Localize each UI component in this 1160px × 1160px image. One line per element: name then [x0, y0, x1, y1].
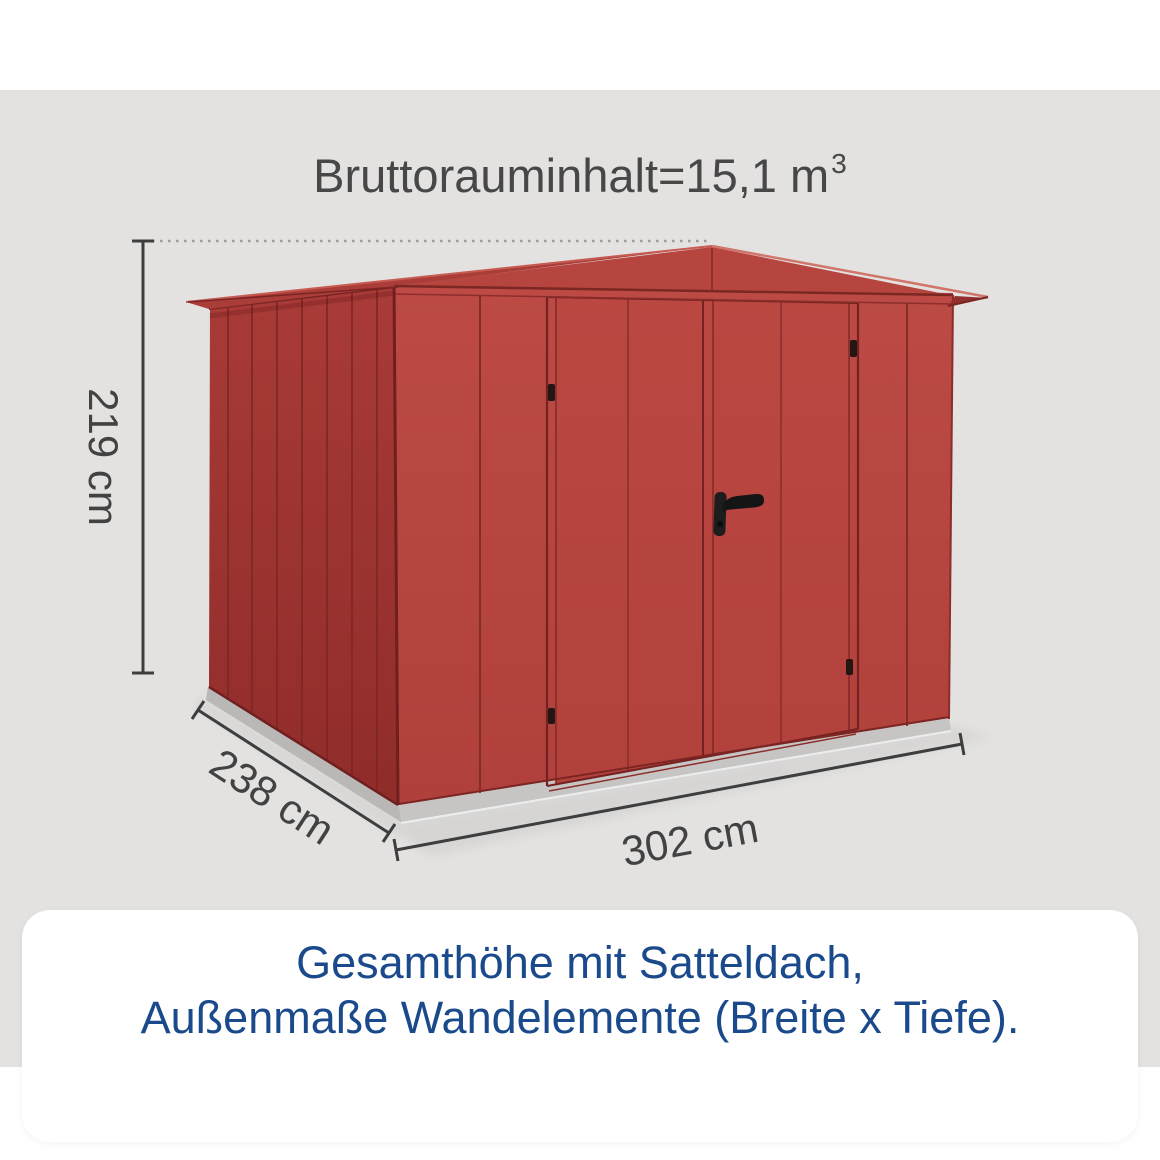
height-dimension-label: 219 cm [80, 388, 127, 526]
door-handle [713, 491, 764, 537]
page-title: Bruttorauminhalt=15,1 m3 [0, 146, 1160, 203]
shed-front-wall [392, 282, 954, 806]
caption-card: Gesamthöhe mit Satteldach, Außenmaße Wan… [22, 910, 1138, 1142]
shed-roof [185, 244, 989, 309]
width-dimension-line [392, 732, 966, 862]
depth-dimension-line [190, 700, 397, 843]
caption-line-2: Außenmaße Wandelemente (Breite x Tiefe). [140, 991, 1020, 1043]
title-text: Bruttorauminhalt=15,1 m [313, 149, 830, 202]
title-superscript: 3 [831, 146, 847, 179]
door-hinges [548, 340, 857, 724]
height-dimension-line [132, 239, 154, 675]
shed-side-wall [208, 283, 399, 807]
shed-base [206, 686, 952, 824]
caption-line-1: Gesamthöhe mit Satteldach, [296, 937, 864, 988]
